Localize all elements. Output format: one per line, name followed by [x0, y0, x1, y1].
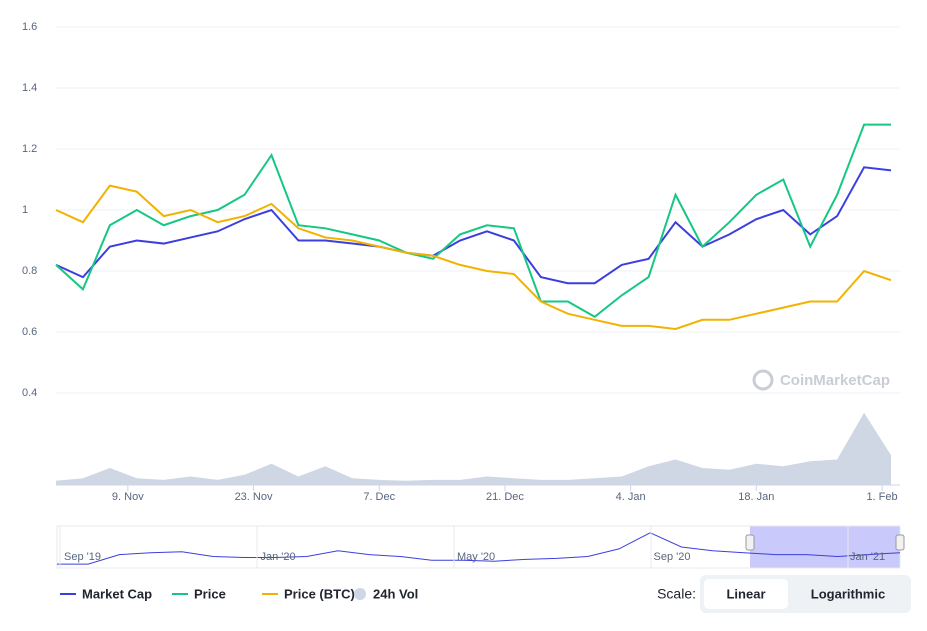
watermark-logo: [752, 369, 774, 391]
scale-option[interactable]: Linear: [726, 586, 765, 601]
legend-label[interactable]: Market Cap: [82, 586, 152, 601]
y-tick-label: 0.6: [22, 326, 37, 338]
y-tick-label: 0.4: [22, 387, 37, 399]
series-line: [55, 166, 892, 285]
series-line: [55, 184, 892, 330]
y-tick-label: 1.6: [22, 21, 37, 33]
scale-option[interactable]: Logarithmic: [811, 586, 885, 601]
y-tick-label: 1.4: [22, 82, 37, 94]
x-tick-label: 23. Nov: [235, 491, 273, 503]
legend-label[interactable]: Price: [194, 586, 226, 601]
x-tick-label: 7. Dec: [363, 491, 395, 503]
series-line: [55, 123, 892, 318]
navigator-label: May '20: [457, 551, 495, 563]
scale-button-active[interactable]: [704, 579, 788, 609]
y-tick-label: 0.8: [22, 265, 37, 277]
legend-label[interactable]: 24h Vol: [373, 586, 418, 601]
navigator-selection[interactable]: [750, 526, 900, 568]
watermark: CoinMarketCap: [780, 372, 890, 389]
y-tick-label: 1: [22, 204, 28, 216]
x-tick-label: 18. Jan: [738, 491, 774, 503]
x-tick-label: 9. Nov: [112, 491, 144, 503]
x-tick-label: 4. Jan: [616, 491, 646, 503]
x-tick-label: 21. Dec: [486, 491, 524, 503]
x-tick-label: 1. Feb: [866, 491, 897, 503]
navigator-label: Sep '19: [64, 551, 101, 563]
volume-area: [56, 412, 892, 485]
navigator-label: Jan '20: [261, 551, 296, 563]
navigator-label: Sep '20: [654, 551, 691, 563]
legend-swatch: [354, 588, 366, 600]
navigator-line: [57, 532, 901, 565]
navigator-handle[interactable]: [895, 534, 905, 551]
legend-label[interactable]: Price (BTC): [284, 586, 355, 601]
navigator-label: Jan '21: [850, 551, 885, 563]
scale-label: Scale:: [657, 586, 696, 602]
y-tick-label: 1.2: [22, 143, 37, 155]
navigator-handle[interactable]: [745, 534, 755, 551]
